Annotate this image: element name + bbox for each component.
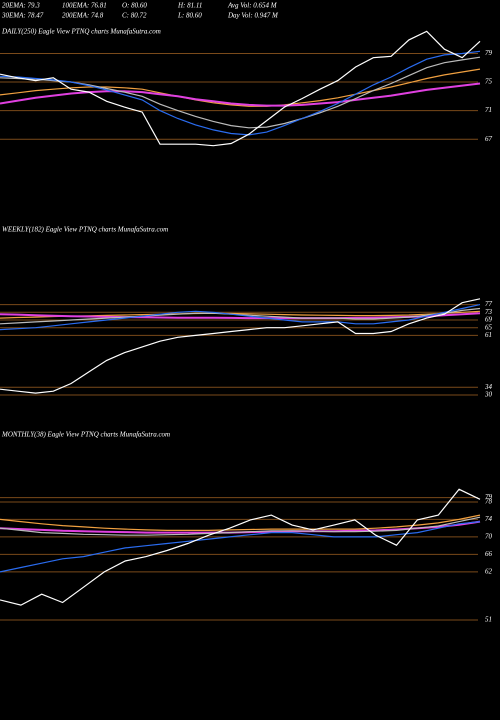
- header-stat: C: 80.72: [122, 12, 147, 20]
- y-tick-label: 66: [485, 550, 493, 558]
- y-tick-label: 61: [485, 331, 492, 339]
- series-line: [0, 82, 481, 107]
- y-tick-label: 30: [484, 391, 493, 399]
- series-line: [0, 488, 481, 606]
- header-stat: 30EMA: 78.47: [1, 12, 44, 20]
- y-tick-label: 79: [485, 49, 493, 57]
- header-stat: 100EMA: 76.81: [62, 2, 107, 10]
- y-tick-label: 70: [485, 533, 493, 541]
- header-stat: O: 80.60: [122, 2, 147, 10]
- y-tick-label: 77: [485, 300, 493, 308]
- series-line: [0, 50, 481, 136]
- series-line: [0, 514, 481, 531]
- panel-title: WEEKLY(182) Eagle View PTNQ charts Munaf…: [2, 226, 168, 234]
- header-stat: Day Vol: 0.947 M: [227, 12, 279, 20]
- series-line: [0, 304, 481, 331]
- y-tick-label: 67: [485, 135, 493, 143]
- panel-title: MONTHLY(38) Eagle View PTNQ charts Munaf…: [1, 431, 170, 439]
- header-stat: 200EMA: 74.8: [62, 12, 104, 20]
- series-line: [0, 516, 481, 536]
- y-tick-label: 62: [485, 568, 493, 576]
- series-line: [0, 521, 481, 573]
- y-tick-label: 74: [485, 515, 493, 523]
- header-stat: 20EMA: 79.3: [2, 2, 40, 10]
- y-tick-label: 79: [485, 493, 493, 501]
- panel-title: DAILY(250) Eagle View PTNQ charts Munafa…: [1, 28, 161, 36]
- header-stat: L: 80.60: [177, 12, 202, 20]
- y-tick-label: 71: [485, 106, 492, 114]
- y-tick-label: 73: [485, 308, 493, 316]
- y-tick-label: 51: [485, 616, 492, 624]
- header-stat: Avg Vol: 0.654 M: [227, 2, 278, 10]
- y-tick-label: 69: [485, 316, 493, 324]
- y-tick-label: 65: [485, 323, 493, 331]
- y-tick-label: 34: [484, 383, 493, 391]
- y-tick-label: 75: [485, 78, 493, 86]
- y-tick-label: 78: [485, 498, 493, 506]
- series-line: [0, 68, 481, 107]
- header-stat: H: 81.11: [177, 2, 202, 10]
- series-line: [0, 298, 481, 394]
- series-line: [0, 30, 481, 147]
